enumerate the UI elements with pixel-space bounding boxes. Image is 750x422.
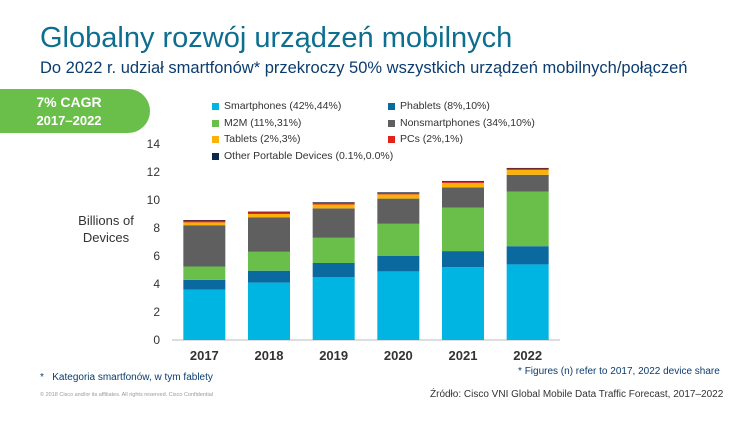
bar-segment-smartphones-2019 [312, 277, 355, 340]
note-right-text: Figures (n) refer to 2017, 2022 device s… [524, 366, 720, 377]
cagr-period: 2017–2022 [36, 113, 102, 128]
bar-segment-smartphones-2022 [506, 264, 549, 340]
smartphone-category-note: * Kategoria smartfonów, w tym fablety [40, 372, 213, 383]
bar-segment-other-portable-devices-2019 [312, 202, 355, 203]
legend-swatch-pcs [388, 136, 395, 143]
bar-segment-m2m-2018 [248, 251, 290, 271]
legend-swatch-phablets [388, 103, 395, 110]
note-left-star: * [40, 372, 44, 383]
x-tick-label: 2018 [255, 348, 284, 363]
x-tick-label: 2020 [384, 348, 413, 363]
bar-segment-m2m-2021 [442, 207, 484, 252]
copyright-note: © 2018 Cisco and/or its affiliates. All … [40, 392, 214, 398]
bar-segment-m2m-2022 [506, 191, 549, 247]
bar-segment-nonsmartphones-2021 [442, 187, 484, 208]
y-tick-label: 4 [153, 277, 160, 291]
note-right-star: * [518, 366, 522, 377]
page-title: Globalny rozwój urządzeń mobilnych [40, 22, 513, 54]
bar-segment-nonsmartphones-2019 [312, 208, 355, 238]
bar-segment-nonsmartphones-2017 [183, 225, 226, 267]
bar-segment-smartphones-2017 [183, 289, 226, 340]
y-tick-label: 6 [153, 249, 160, 263]
bar-segment-tablets-2022 [506, 169, 549, 175]
bar-segment-pcs-2021 [442, 181, 484, 183]
bar-segment-m2m-2019 [312, 237, 355, 263]
x-tick-label: 2019 [319, 348, 348, 363]
bar-segment-other-portable-devices-2018 [248, 211, 290, 213]
bar-segment-phablets-2021 [442, 251, 484, 268]
legend-label-other-portable-devices: Other Portable Devices (0.1%,0.0%) [224, 149, 394, 162]
y-tick-label: 12 [147, 165, 161, 179]
legend-label-nonsmartphones: Nonsmartphones (34%,10%) [400, 116, 535, 129]
x-tick-label: 2017 [190, 348, 219, 363]
x-tick-label: 2022 [513, 348, 542, 363]
y-tick-label: 14 [147, 137, 161, 151]
bar-segment-nonsmartphones-2020 [377, 198, 420, 224]
bar-segment-pcs-2022 [506, 168, 549, 170]
cagr-value: 7% CAGR [36, 94, 102, 110]
legend-swatch-smartphones [212, 103, 219, 110]
bar-segment-nonsmartphones-2018 [248, 217, 290, 252]
bar-segment-pcs-2018 [248, 211, 290, 214]
legend-swatch-other-portable-devices [212, 152, 219, 160]
bar-segment-phablets-2018 [248, 270, 290, 283]
legend-label-phablets: Phablets (8%,10%) [400, 100, 490, 112]
y-axis-label: Billions of Devices [78, 213, 134, 245]
legend-swatch-m2m [212, 119, 219, 127]
page-subtitle: Do 2022 r. udział smartfonów* przekroczy… [40, 59, 688, 77]
bar-segment-other-portable-devices-2022 [506, 167, 549, 169]
bar-segment-nonsmartphones-2022 [506, 174, 549, 192]
bar-segment-pcs-2019 [312, 202, 355, 205]
bar-segment-phablets-2017 [183, 279, 226, 290]
legend-swatch-nonsmartphones [388, 119, 395, 127]
bar-segment-phablets-2022 [506, 246, 549, 265]
bar-segment-smartphones-2021 [442, 267, 484, 340]
legend-label-m2m: M2M (11%,31%) [224, 116, 302, 129]
bar-segment-tablets-2020 [377, 194, 420, 199]
bar-segment-pcs-2020 [377, 192, 420, 195]
bar-segment-other-portable-devices-2021 [442, 180, 484, 182]
bar-segment-tablets-2021 [442, 182, 484, 188]
bar-segment-other-portable-devices-2020 [377, 192, 420, 193]
bar-segment-tablets-2019 [312, 204, 355, 209]
legend-label-smartphones: Smartphones (42%,44%) [224, 100, 342, 112]
figures-note: * Figures (n) refer to 2017, 2022 device… [518, 366, 720, 377]
bar-segment-tablets-2017 [183, 222, 226, 226]
bar-segment-phablets-2019 [312, 263, 355, 277]
bar-segment-smartphones-2020 [377, 271, 420, 340]
legend-swatch-tablets [212, 136, 219, 143]
note-left-text: Kategoria smartfonów, w tym fablety [52, 372, 213, 383]
bar-segment-m2m-2017 [183, 266, 226, 280]
bar-segment-pcs-2017 [183, 220, 226, 223]
bar-segment-tablets-2018 [248, 214, 290, 218]
legend-label-pcs: PCs (2%,1%) [400, 133, 464, 145]
bar-segment-smartphones-2018 [248, 282, 290, 340]
cagr-badge: 7% CAGR 2017–2022 [0, 89, 150, 133]
y-tick-label: 0 [153, 333, 160, 347]
legend-label-tablets: Tablets (2%,3%) [224, 133, 301, 145]
bar-segment-m2m-2020 [377, 223, 420, 256]
x-tick-label: 2021 [449, 348, 478, 363]
bar-segment-phablets-2020 [377, 256, 420, 272]
y-tick-label: 8 [153, 221, 160, 235]
source-note: Źródło: Cisco VNI Global Mobile Data Tra… [430, 389, 724, 400]
bar-segment-other-portable-devices-2017 [183, 220, 226, 221]
y-tick-label: 10 [147, 193, 161, 207]
y-tick-label: 2 [153, 305, 160, 319]
